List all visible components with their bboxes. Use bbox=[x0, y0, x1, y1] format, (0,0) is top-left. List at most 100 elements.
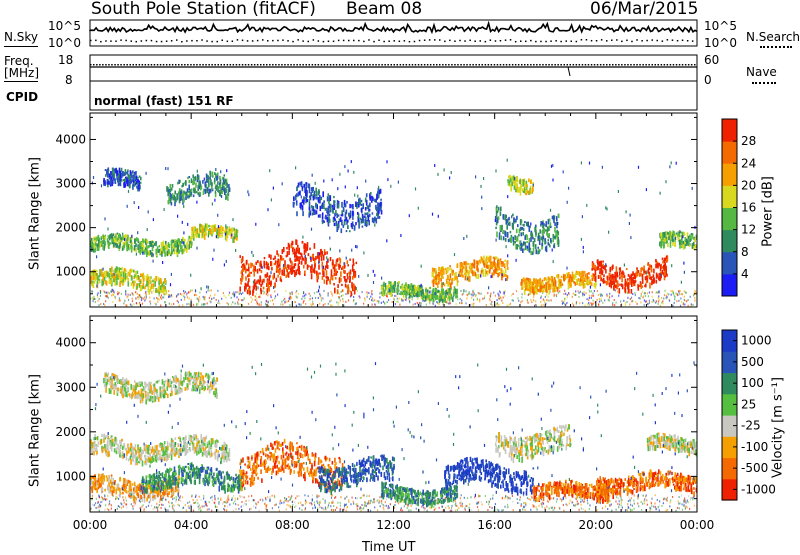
nave-point bbox=[600, 64, 602, 66]
echo-cell bbox=[135, 248, 137, 252]
noise-search-point bbox=[353, 40, 355, 42]
scatter-cell bbox=[609, 300, 610, 302]
nave-point bbox=[221, 64, 223, 66]
echo-cell bbox=[303, 184, 305, 188]
scatter-cell bbox=[565, 293, 566, 295]
echo-cell bbox=[340, 217, 342, 222]
echo-cell bbox=[460, 263, 462, 269]
echo-cell bbox=[271, 267, 273, 270]
nave-point bbox=[418, 64, 420, 66]
scatter-cell bbox=[353, 299, 354, 301]
echo-cell bbox=[110, 179, 112, 185]
echo-cell bbox=[177, 182, 179, 185]
echo-cell bbox=[247, 190, 248, 193]
scatter-cell bbox=[396, 295, 397, 297]
echo-cell bbox=[137, 244, 139, 250]
scatter-cell bbox=[381, 302, 382, 304]
echo-cell bbox=[506, 220, 508, 222]
echo-cell bbox=[548, 239, 550, 241]
echo-cell bbox=[524, 242, 526, 245]
scatter-cell bbox=[296, 295, 297, 297]
nave-point bbox=[567, 64, 569, 66]
echo-cell bbox=[299, 191, 301, 196]
nave-point bbox=[454, 64, 456, 66]
scatter-cell bbox=[556, 294, 557, 296]
echo-cell bbox=[398, 290, 400, 292]
echo-cell bbox=[444, 168, 445, 171]
noise-search-point bbox=[687, 40, 689, 42]
echo-cell bbox=[253, 281, 254, 284]
echo-cell bbox=[273, 187, 274, 190]
echo-cell bbox=[328, 206, 330, 209]
echo-cell bbox=[114, 273, 115, 276]
echo-cell bbox=[622, 271, 624, 275]
nave-point bbox=[442, 64, 444, 66]
echo-cell bbox=[239, 287, 241, 292]
noise-search-point bbox=[181, 41, 183, 43]
scatter-cell bbox=[169, 303, 170, 305]
echo-cell bbox=[93, 176, 94, 179]
noise-search-point bbox=[626, 40, 628, 42]
echo-cell bbox=[600, 283, 601, 286]
nave-point bbox=[369, 64, 371, 66]
scatter-cell bbox=[319, 295, 320, 297]
echo-cell bbox=[257, 269, 259, 274]
scatter-cell bbox=[652, 301, 653, 303]
noise-search-point bbox=[469, 40, 471, 42]
noise-search-point bbox=[404, 40, 406, 42]
echo-cell bbox=[207, 227, 209, 231]
scatter-cell bbox=[465, 290, 466, 292]
scatter-cell bbox=[484, 295, 485, 297]
echo-cell bbox=[262, 266, 263, 269]
scatter-cell bbox=[582, 293, 583, 295]
echo-cell bbox=[203, 191, 205, 195]
echo-cell bbox=[199, 192, 201, 194]
echo-cell bbox=[108, 243, 110, 246]
scatter-cell bbox=[372, 304, 373, 306]
echo-cell bbox=[148, 287, 150, 293]
echo-cell bbox=[102, 245, 104, 250]
echo-cell bbox=[335, 269, 337, 274]
echo-cell bbox=[167, 251, 169, 257]
echo-cell bbox=[625, 288, 627, 294]
scatter-cell bbox=[397, 298, 398, 300]
echo-cell bbox=[523, 179, 525, 182]
noise-search-point bbox=[490, 39, 492, 41]
noise-search-point bbox=[373, 41, 375, 43]
echo-cell bbox=[355, 201, 357, 207]
echo-cell bbox=[307, 264, 309, 270]
noise-search-point bbox=[242, 40, 244, 42]
echo-cell bbox=[500, 212, 502, 216]
scatter-cell bbox=[695, 291, 696, 293]
echo-cell bbox=[247, 269, 249, 271]
echo-cell bbox=[93, 275, 95, 280]
noise-search-point bbox=[358, 40, 360, 42]
nave-point bbox=[594, 64, 596, 66]
echo-cell bbox=[553, 245, 555, 248]
echo-cell bbox=[215, 191, 216, 194]
scatter-cell bbox=[645, 292, 646, 294]
echo-cell bbox=[295, 197, 296, 200]
echo-cell bbox=[140, 182, 142, 184]
echo-cell bbox=[301, 196, 302, 199]
echo-cell bbox=[476, 260, 478, 264]
echo-cell bbox=[99, 269, 101, 275]
noise-search-point bbox=[115, 40, 117, 42]
echo-cell bbox=[482, 258, 484, 264]
noise-search-point bbox=[105, 40, 107, 42]
echo-cell bbox=[386, 160, 387, 163]
echo-cell bbox=[205, 232, 207, 236]
echo-cell bbox=[548, 233, 550, 238]
echo-cell bbox=[528, 179, 530, 183]
echo-cell bbox=[193, 195, 195, 198]
scatter-cell bbox=[256, 293, 257, 295]
nave-point bbox=[645, 64, 647, 66]
scatter-cell bbox=[632, 293, 633, 295]
echo-cell bbox=[120, 268, 122, 270]
echo-cell bbox=[521, 232, 523, 236]
echo-cell bbox=[542, 222, 543, 225]
scatter-cell bbox=[268, 305, 269, 307]
echo-cell bbox=[351, 160, 352, 163]
scatter-cell bbox=[522, 293, 523, 295]
echo-cell bbox=[297, 249, 299, 251]
